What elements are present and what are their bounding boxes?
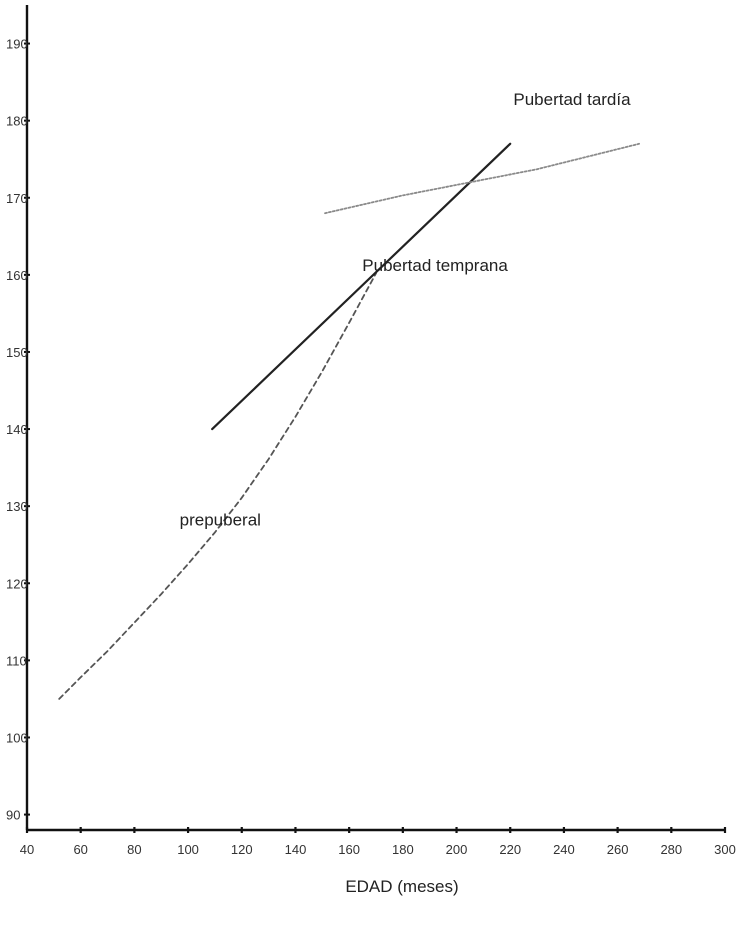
axes [25,5,725,832]
x-tick-label: 140 [285,842,307,857]
x-ticks: 40 60 80 100 120 140 160 180 200 220 240 260 280 300 [20,827,736,857]
y-tick-label: 180 [6,114,28,129]
x-tick-label: 180 [392,842,414,857]
series-line-prepuberal [58,272,377,700]
x-tick-label: 300 [714,842,736,857]
annotations: Pubertad tardía Pubertad temprana prepuber… [180,90,631,529]
annotation-label: Pubertad tardía [513,90,631,109]
annotation-label: Pubertad temprana [362,256,508,275]
y-tick-label: 120 [6,576,28,591]
y-tick-label: 100 [6,730,28,745]
y-tick-label: 160 [6,268,28,283]
x-tick-label: 100 [177,842,199,857]
annotation-label: prepuberal [180,510,261,529]
series-layer [58,142,640,700]
x-tick-label: 240 [553,842,575,857]
y-tick-label: 90 [6,808,20,823]
x-tick-label: 260 [607,842,629,857]
series-line-temprana [211,142,512,431]
y-tick-label: 190 [6,37,28,52]
y-tick-label: 130 [6,499,28,514]
x-tick-label: 120 [231,842,253,857]
x-tick-label: 200 [446,842,468,857]
y-tick-label: 110 [6,653,27,668]
x-tick-label: 60 [73,842,87,857]
y-tick-label: 140 [6,422,28,437]
y-tick-label: 150 [6,345,28,360]
x-tick-label: 160 [338,842,360,857]
x-tick-label: 80 [127,842,141,857]
y-tick-label: 170 [6,191,28,206]
x-axis-title: EDAD (meses) [345,877,458,896]
x-tick-label: 40 [20,842,34,857]
series-line-tardia [324,142,640,215]
x-tick-label: 220 [499,842,521,857]
x-tick-label: 280 [660,842,682,857]
y-ticks: 90 100 110 120 130 140 150 160 170 180 190 [6,37,30,823]
